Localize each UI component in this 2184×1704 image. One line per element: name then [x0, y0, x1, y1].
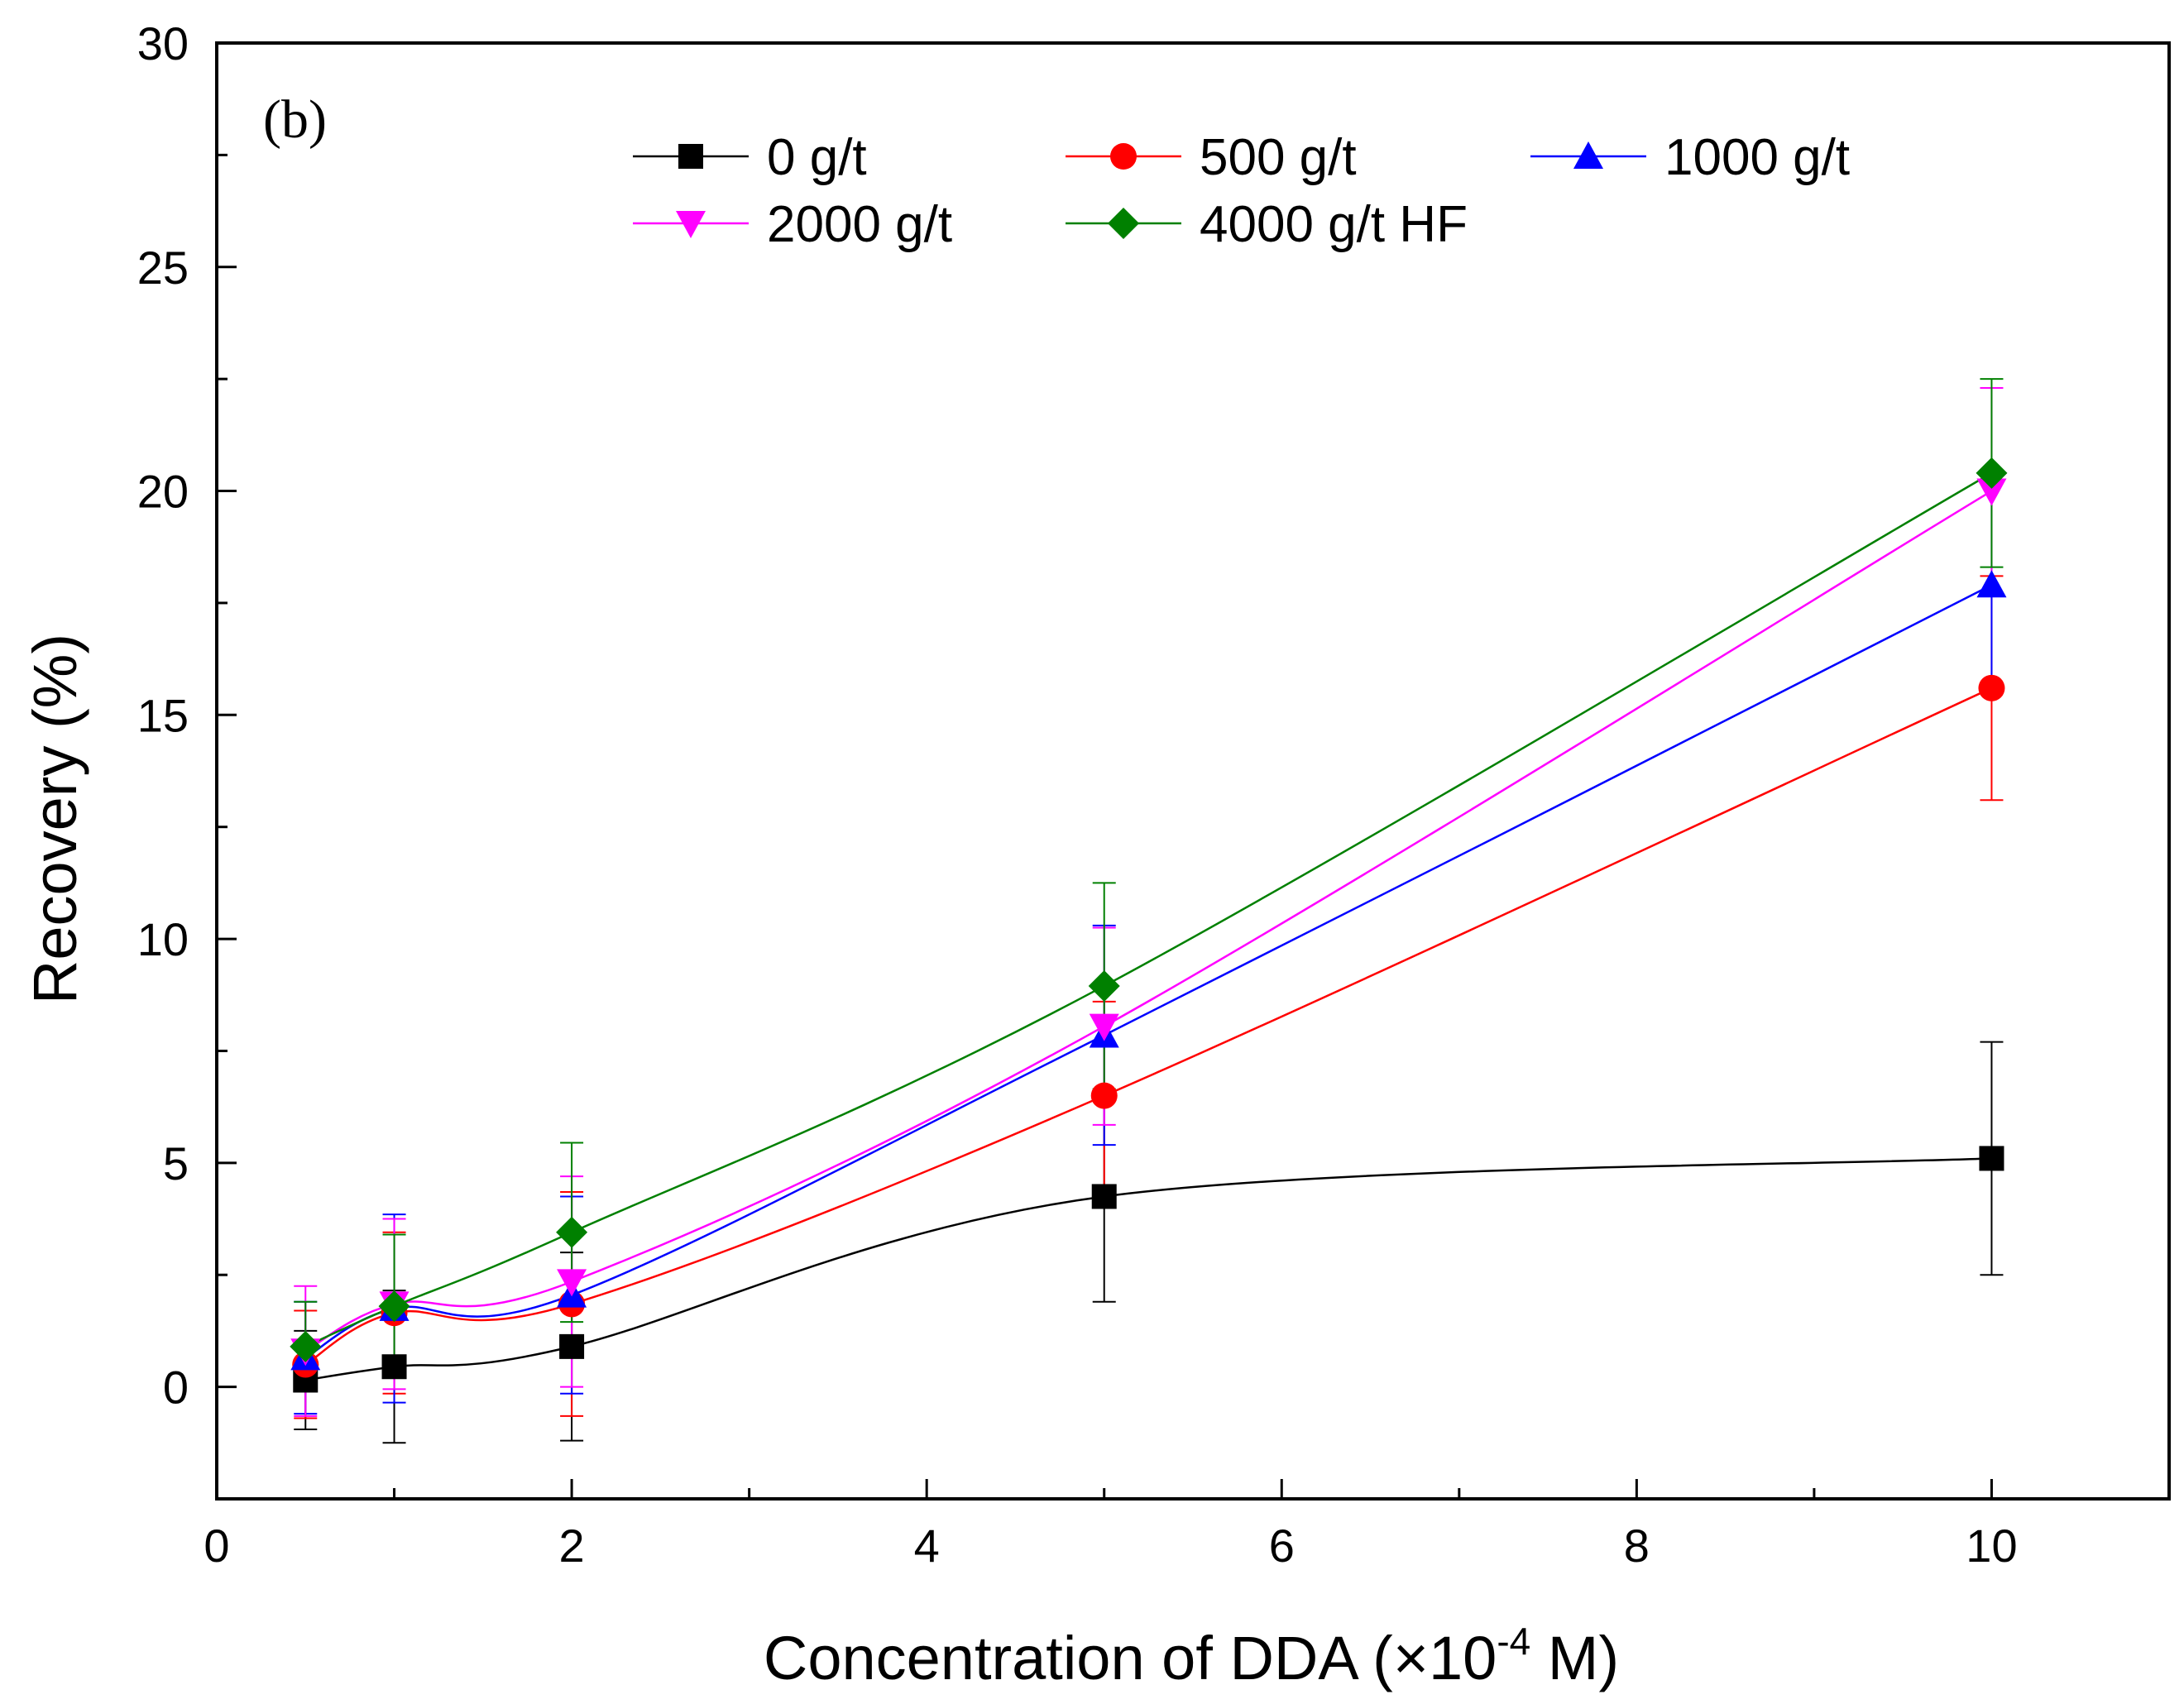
series-line-0 [305, 1157, 1992, 1381]
plot-frame [215, 41, 2171, 1501]
series-4-markers [290, 457, 2008, 1362]
legend-label: 4000 g/t HF [1200, 196, 1468, 253]
x-tick-label: 2 [559, 1520, 585, 1572]
series-2-errorbars [294, 481, 2004, 1415]
legend-item: 4000 g/t HF [1066, 196, 1468, 253]
data-point [381, 1354, 407, 1380]
legend-label: 500 g/t [1200, 129, 1357, 186]
legend-marker [678, 144, 703, 169]
y-tick-label: 25 [137, 242, 189, 294]
x-tick-label: 4 [914, 1520, 940, 1572]
series-line-4 [304, 471, 1993, 1348]
y-tick-label: 15 [137, 689, 189, 741]
series-layer [290, 378, 2008, 1444]
series-line-1 [304, 687, 1992, 1366]
data-point [1090, 1082, 1118, 1109]
x-tick-label: 10 [1966, 1520, 2017, 1572]
y-tick-label: 10 [137, 913, 189, 965]
x-tick-label: 8 [1624, 1520, 1650, 1572]
series-3-errorbars [294, 386, 2004, 1417]
data-point [1089, 1013, 1119, 1041]
series-4-errorbars [294, 378, 2004, 1393]
series-line-3 [304, 490, 1993, 1352]
axis-ticks [215, 41, 1993, 1499]
data-point [378, 1290, 410, 1323]
series-1-markers [292, 674, 2005, 1378]
legend-item: 500 g/t [1066, 129, 1357, 186]
series-0-markers [293, 1146, 2004, 1393]
legend-marker [676, 211, 706, 238]
data-point [1976, 570, 2007, 598]
x-tick-label: 6 [1269, 1520, 1295, 1572]
y-axis-title: Recovery (%) [21, 634, 89, 1004]
data-point [1979, 1146, 2004, 1171]
series-3-markers [290, 478, 2007, 1367]
y-tick-label: 30 [137, 17, 189, 69]
x-tick-label: 0 [204, 1520, 229, 1572]
panel-label: (b) [263, 89, 327, 150]
data-point [556, 1216, 588, 1248]
data-point [1088, 969, 1120, 1002]
data-point [1976, 457, 2008, 489]
data-point [1978, 674, 2005, 701]
y-tick-label: 20 [137, 466, 189, 518]
legend-item: 1000 g/t [1530, 129, 1850, 186]
legend-label: 2000 g/t [767, 196, 952, 253]
data-point [290, 1330, 322, 1362]
series-line-2 [304, 584, 1993, 1359]
legend: 0 g/t 500 g/t 1000 g/t 2000 g/t 4000 g/t HF [633, 129, 1850, 253]
data-point [1976, 478, 2007, 506]
y-tick-label: 0 [163, 1362, 189, 1414]
legend-label: 1000 g/t [1664, 129, 1850, 186]
legend-marker [1110, 143, 1137, 170]
legend-item: 0 g/t [633, 129, 867, 186]
y-tick-label: 5 [163, 1137, 189, 1189]
legend-label: 0 g/t [767, 129, 867, 186]
legend-marker [1108, 208, 1139, 239]
data-point [557, 1269, 587, 1297]
x-axis-title: Concentration of DDA (×10-4 M) [764, 1620, 1619, 1692]
data-point [1091, 1184, 1117, 1209]
data-point [559, 1333, 585, 1359]
axis-tick-labels: 0 2 4 6 8 10 0 5 10 15 20 25 30 [137, 17, 2018, 1572]
legend-marker [1573, 141, 1603, 169]
series-1-errorbars [294, 575, 2004, 1419]
legend-item: 2000 g/t [633, 196, 952, 253]
series-2-markers [290, 570, 2007, 1371]
